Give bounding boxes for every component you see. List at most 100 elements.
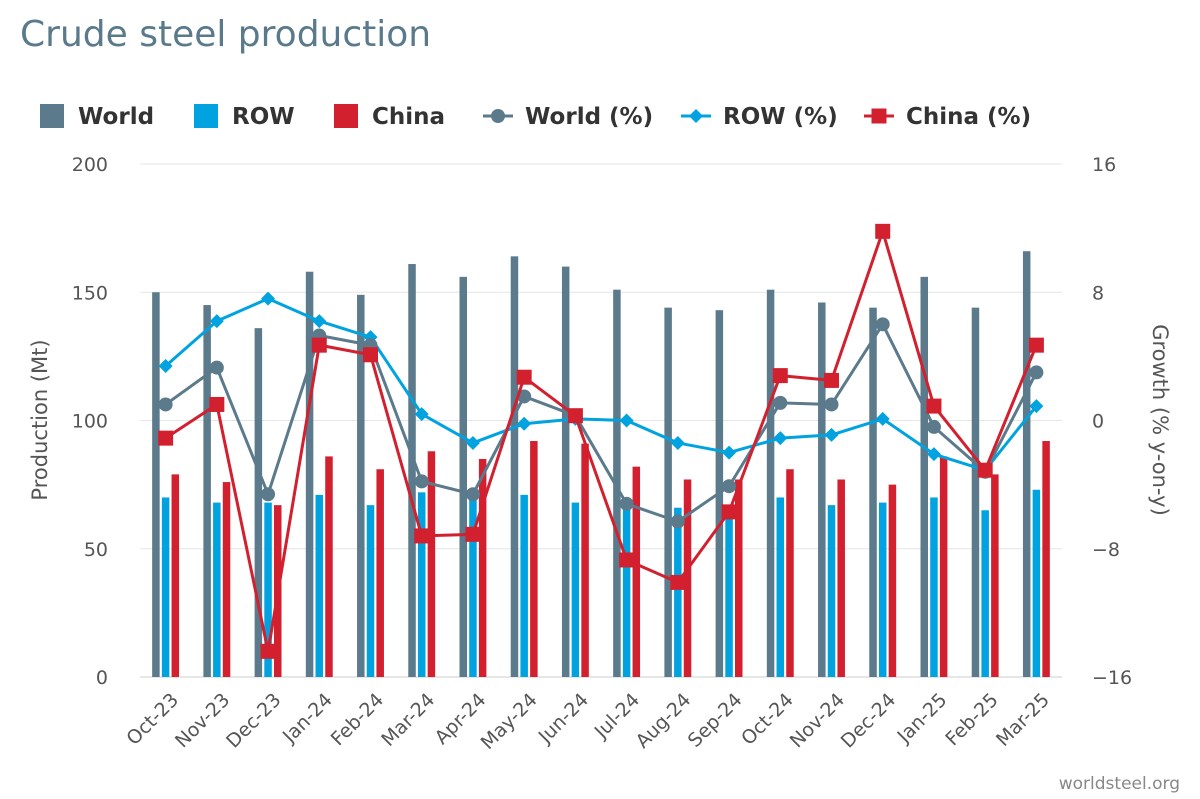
marker-china: [209, 396, 225, 412]
marker-row: [670, 435, 685, 450]
line-row: [164, 297, 1038, 472]
marker-china: [875, 223, 891, 239]
x-tick-label: Feb-24: [327, 689, 388, 750]
bar-row: [674, 507, 682, 677]
marker-world: [465, 487, 480, 502]
legend-china-marker: [871, 108, 887, 124]
legend-row-swatch: [194, 104, 218, 128]
bar-row: [315, 494, 324, 677]
marker-world: [261, 487, 276, 502]
marker-world: [670, 514, 685, 529]
marker-world: [158, 397, 173, 412]
marker-china: [670, 574, 686, 590]
y-tick-label: 200: [72, 154, 108, 176]
bar-row: [981, 510, 989, 677]
bar-world: [1022, 251, 1031, 677]
marker-china: [567, 408, 583, 424]
marker-china: [772, 368, 788, 384]
y-tick-label: 0: [96, 667, 108, 689]
legend-world-label: World (%): [525, 104, 653, 130]
y2-tick-label: 0: [1092, 411, 1104, 433]
y2-tick-label: 8: [1092, 282, 1104, 304]
legend-row-label: ROW (%): [723, 104, 838, 130]
bar-world: [818, 302, 826, 677]
bar-row: [878, 502, 887, 677]
bar-china: [222, 482, 231, 677]
bar-world: [408, 264, 416, 677]
marker-row: [824, 427, 839, 442]
bar-row: [776, 497, 785, 677]
marker-row: [619, 413, 634, 428]
bar-china: [888, 484, 897, 677]
y-tick-label: 100: [72, 411, 108, 433]
y2-tick-label: −8: [1092, 539, 1120, 561]
x-tick-label: Nov-23: [171, 689, 234, 752]
bar-china: [376, 469, 384, 677]
x-tick-label: Jan-24: [278, 689, 337, 748]
bar-world: [664, 307, 672, 677]
marker-china: [619, 552, 635, 568]
bar-world: [971, 307, 980, 677]
bar-china: [837, 479, 845, 677]
bar-row: [571, 502, 580, 677]
bar-row: [520, 494, 528, 677]
x-tick-label: Mar-24: [377, 689, 439, 751]
marker-world: [926, 419, 941, 434]
marker-world: [414, 474, 429, 489]
marker-china: [977, 462, 993, 478]
marker-world: [824, 397, 839, 412]
marker-row: [926, 447, 941, 462]
x-tick-label: Jan-25: [893, 689, 952, 748]
x-tick-label: Mar-25: [992, 689, 1054, 751]
x-tick-label: Aug-24: [632, 689, 696, 753]
bar-china: [171, 474, 180, 677]
legend-row-label: ROW: [232, 104, 295, 130]
marker-china: [260, 643, 276, 659]
marker-china: [363, 347, 378, 363]
bar-china: [786, 469, 794, 677]
bar-world: [613, 289, 621, 677]
bar-world: [203, 305, 211, 677]
bar-row: [622, 502, 631, 677]
y-tick-label: 50: [84, 539, 108, 561]
y2-tick-label: −16: [1092, 667, 1132, 689]
x-tick-label: May-24: [477, 689, 542, 754]
bar-world: [869, 307, 877, 677]
marker-row: [261, 291, 276, 306]
legend-row-marker: [689, 109, 703, 123]
marker-china: [926, 398, 942, 414]
bar-china: [427, 451, 436, 677]
bar-world: [357, 294, 365, 677]
marker-china: [158, 430, 174, 446]
bar-world: [766, 289, 775, 677]
bar-row: [930, 497, 938, 677]
bar-china: [581, 443, 589, 677]
bar-china: [735, 479, 743, 677]
bar-row: [366, 505, 375, 677]
bar-row: [725, 507, 733, 677]
marker-world: [1029, 365, 1044, 380]
marker-china: [465, 526, 481, 542]
y-axis-left-ticks: 0 50 100 150 200: [72, 154, 108, 689]
marker-china: [311, 337, 327, 353]
bar-china: [478, 458, 487, 677]
bar-row: [469, 497, 477, 677]
legend-china-label: China: [372, 104, 445, 130]
marker-china: [1028, 337, 1044, 353]
marker-row: [722, 445, 737, 460]
bar-china: [991, 474, 999, 677]
bar-row: [161, 497, 170, 677]
bar-row: [827, 505, 836, 677]
x-axis-ticks: Oct-23Nov-23Dec-23Jan-24Feb-24Mar-24Apr-…: [122, 689, 1054, 754]
legend: World ROW China World (%) ROW (%) China (%): [40, 104, 1031, 130]
bar-china: [683, 479, 692, 677]
marker-china: [721, 504, 737, 520]
marker-china: [824, 372, 839, 388]
y2-axis-title: Growth (% y-on-y): [1148, 324, 1172, 516]
chart-title: Crude steel production: [20, 14, 431, 55]
marker-row: [209, 314, 224, 329]
legend-world-swatch: [40, 104, 64, 128]
marker-row: [465, 435, 480, 450]
bar-china: [939, 456, 948, 677]
